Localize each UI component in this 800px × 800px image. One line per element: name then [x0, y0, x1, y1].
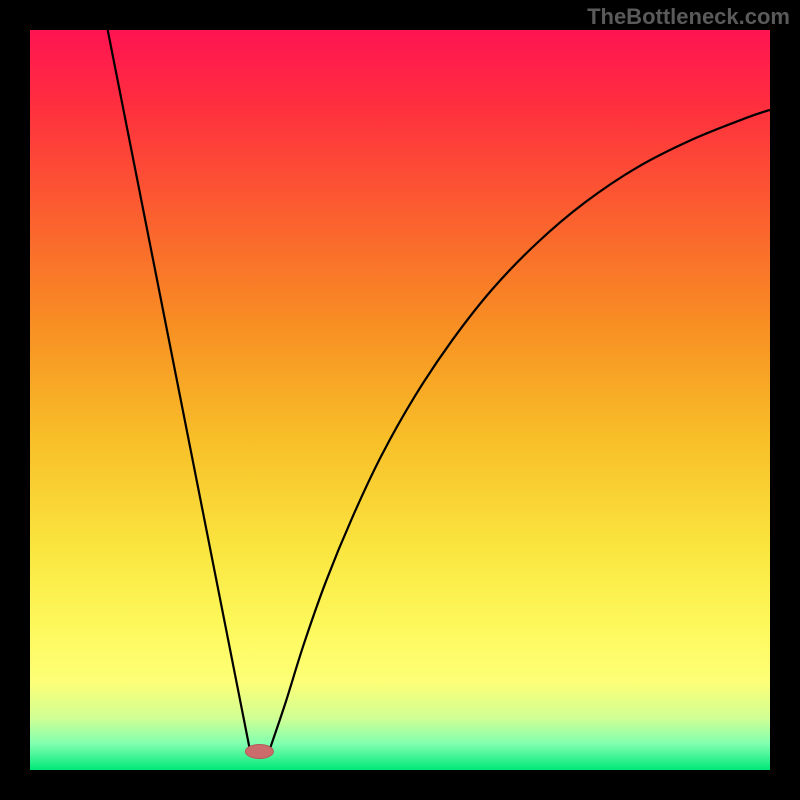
watermark-label: TheBottleneck.com	[587, 4, 790, 30]
chart-container: TheBottleneck.com	[0, 0, 800, 800]
minimum-marker	[245, 745, 273, 759]
chart-gradient-background	[30, 30, 770, 770]
bottleneck-chart	[0, 0, 800, 800]
